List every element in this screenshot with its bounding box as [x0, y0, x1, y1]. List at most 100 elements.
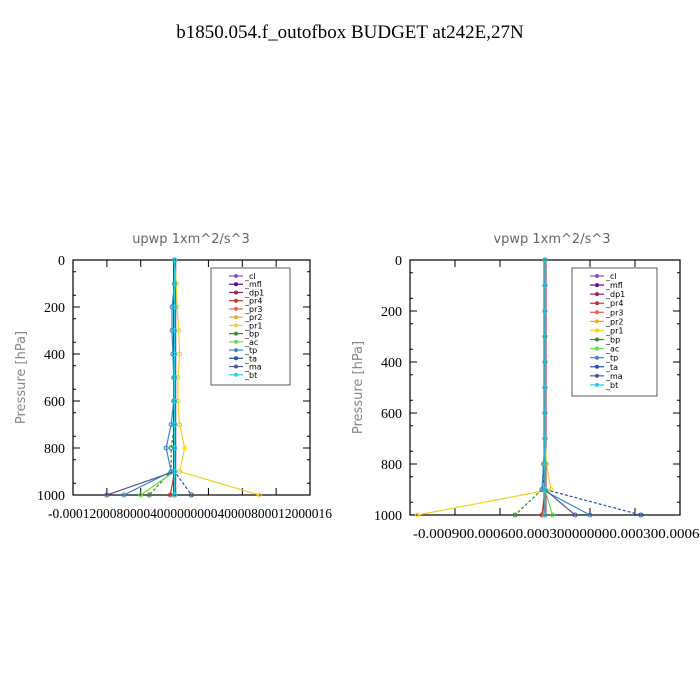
- series-point: [163, 445, 169, 451]
- legend-label: _bt: [244, 371, 257, 380]
- legend: _cl_mfl_dp1_pr4_pr3_pr2_pr1_bp_ac_tp_ta_…: [210, 267, 291, 386]
- series-point: [177, 469, 183, 474]
- legend-label: _pr1: [605, 326, 623, 335]
- legend-marker: [595, 292, 599, 297]
- legend-marker: [595, 373, 599, 378]
- series-point: [542, 436, 548, 441]
- legend-marker: [234, 323, 238, 328]
- series-point: [172, 328, 178, 333]
- legend-label: _bp: [605, 336, 620, 345]
- series-line-tp: [123, 260, 176, 496]
- series-point: [542, 385, 548, 390]
- legend-marker: [595, 364, 599, 369]
- series-point: [542, 512, 548, 518]
- series-line-pr1: [174, 259, 260, 496]
- series-point: [172, 257, 178, 263]
- series-point: [415, 512, 420, 518]
- series-point: [172, 351, 178, 357]
- legend-marker: [234, 298, 238, 303]
- y-tick-label: 600: [44, 395, 65, 410]
- legend-marker: [595, 319, 599, 324]
- legend-marker: [234, 274, 238, 278]
- legend-label: _mfl: [244, 280, 262, 289]
- legend-label: _bt: [605, 381, 618, 390]
- y-tick-label: 400: [381, 356, 402, 371]
- series-point: [542, 487, 548, 492]
- series-point: [550, 512, 555, 518]
- legend-label: _mfl: [605, 281, 623, 290]
- legend-marker: [595, 346, 599, 351]
- series-point: [587, 512, 593, 518]
- legend-box: [571, 267, 658, 397]
- legend-label: _ta: [605, 363, 618, 372]
- legend-marker: [595, 328, 599, 333]
- chart-title: vpwp 1xm^2/s^3: [493, 232, 610, 247]
- legend-label: _ta: [244, 354, 257, 363]
- series-line-ac: [140, 260, 176, 496]
- legend-marker: [595, 382, 599, 387]
- legend: _cl_mfl_dp1_pr4_pr3_pr2_pr1_bp_ac_tp_ta_…: [571, 267, 658, 397]
- y-tick-label: 1000: [37, 489, 65, 504]
- chart-panel-2: vpwp 1xm^2/s^3 0 200 400 600 800 1000 -0.000900…: [351, 232, 700, 542]
- series-point: [572, 512, 578, 518]
- legend-marker: [595, 274, 599, 278]
- x-tick-labels: -0.000900.000600.000300000000.000300.000…: [413, 527, 700, 542]
- legend-marker: [234, 356, 238, 361]
- y-tick-label: 200: [381, 305, 402, 320]
- series-point: [172, 398, 178, 404]
- legend-label: _cl: [244, 272, 256, 281]
- legend-label: _pr3: [605, 308, 623, 317]
- series-line-ma: [106, 260, 176, 496]
- y-tick-label: 800: [44, 442, 65, 457]
- series-point: [542, 257, 548, 263]
- legend-marker: [595, 337, 599, 342]
- legend-label: _tp: [605, 354, 618, 363]
- legend-label: _dp1: [244, 288, 264, 297]
- series-point: [542, 359, 548, 365]
- legend-marker: [234, 306, 238, 311]
- series-point: [138, 492, 144, 498]
- series-point: [172, 469, 178, 474]
- legend-marker: [595, 301, 599, 306]
- series-point: [146, 492, 152, 498]
- y-tick-label: 200: [44, 301, 65, 316]
- series-point: [539, 512, 545, 518]
- legend-marker: [234, 315, 238, 320]
- y-tick-label: 1000: [374, 509, 402, 524]
- series-point: [172, 422, 178, 427]
- legend-label: _ac: [244, 338, 258, 347]
- series-point: [172, 492, 178, 498]
- series-point: [542, 410, 548, 416]
- series-point: [172, 445, 178, 451]
- legend-label: _ac: [605, 345, 619, 354]
- series-point: [182, 445, 188, 451]
- page-title: b1850.054.f_outofbox BUDGET at242E,27N: [176, 22, 524, 43]
- legend-marker: [234, 290, 238, 295]
- series-point: [512, 512, 518, 518]
- legend-marker: [234, 282, 238, 287]
- legend-marker: [234, 339, 238, 344]
- series-point: [121, 492, 127, 498]
- series-point: [168, 445, 174, 451]
- series-point: [189, 492, 194, 498]
- legend-label: _pr3: [244, 305, 262, 314]
- series-point: [177, 422, 183, 427]
- legend-marker: [234, 364, 238, 369]
- series-line-ma: [544, 260, 576, 516]
- series-point: [638, 512, 644, 518]
- chart-title: upwp 1xm^2/s^3: [132, 232, 250, 247]
- legend-marker: [234, 372, 238, 377]
- series-point: [172, 304, 178, 310]
- legend-marker: [595, 310, 599, 315]
- legend-marker: [234, 348, 238, 353]
- legend-label: _tp: [244, 346, 257, 355]
- legend-label: _pr1: [244, 321, 262, 330]
- legend-label: _cl: [605, 272, 617, 281]
- y-tick-label: 600: [381, 407, 402, 422]
- series-point: [539, 487, 545, 492]
- series-point: [542, 334, 548, 339]
- legend-box: [210, 267, 291, 386]
- series-point: [172, 281, 178, 286]
- y-tick-label: 0: [58, 254, 65, 269]
